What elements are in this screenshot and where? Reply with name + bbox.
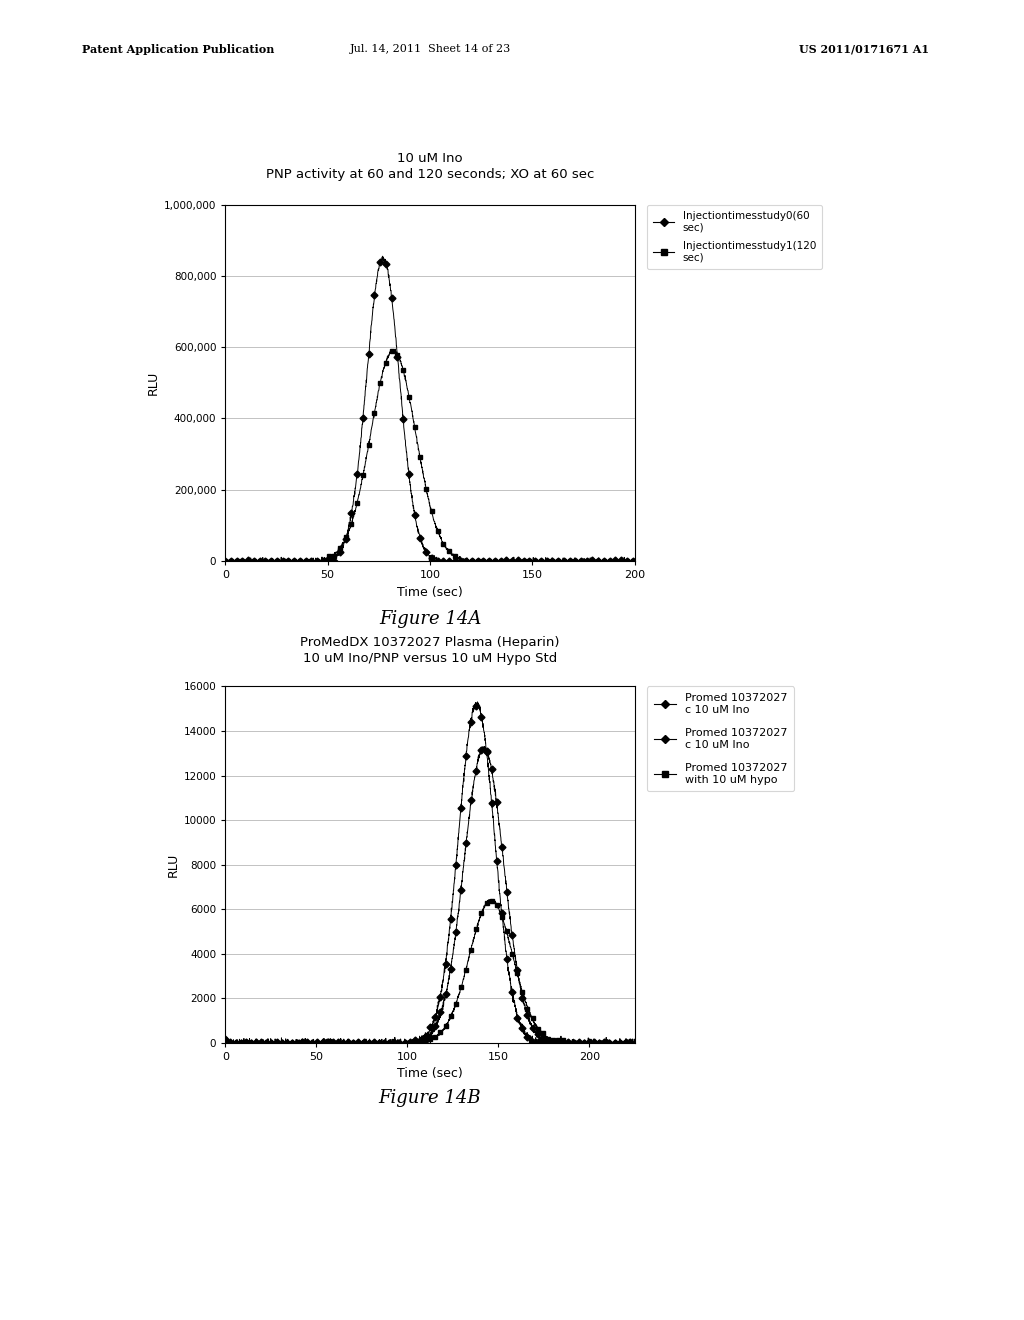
Text: Figure 14B: Figure 14B bbox=[379, 1089, 481, 1107]
Legend: Promed 10372027
c 10 uM Ino, Promed 10372027
c 10 uM Ino, Promed 10372027
with 1: Promed 10372027 c 10 uM Ino, Promed 1037… bbox=[647, 686, 795, 791]
Y-axis label: RLU: RLU bbox=[166, 853, 179, 876]
Y-axis label: RLU: RLU bbox=[146, 371, 160, 395]
Text: Patent Application Publication: Patent Application Publication bbox=[82, 44, 274, 54]
Text: US 2011/0171671 A1: US 2011/0171671 A1 bbox=[799, 44, 929, 54]
Text: Jul. 14, 2011  Sheet 14 of 23: Jul. 14, 2011 Sheet 14 of 23 bbox=[349, 44, 511, 54]
Text: PNP activity at 60 and 120 seconds; XO at 60 sec: PNP activity at 60 and 120 seconds; XO a… bbox=[266, 168, 594, 181]
Legend: Injectiontimesstudy0(60
sec), Injectiontimesstudy1(120
sec): Injectiontimesstudy0(60 sec), Injectiont… bbox=[647, 205, 822, 269]
Text: 10 uM Ino/PNP versus 10 uM Hypo Std: 10 uM Ino/PNP versus 10 uM Hypo Std bbox=[303, 652, 557, 665]
X-axis label: Time (sec): Time (sec) bbox=[397, 1068, 463, 1080]
Text: 10 uM Ino: 10 uM Ino bbox=[397, 152, 463, 165]
Text: Figure 14A: Figure 14A bbox=[379, 610, 481, 628]
X-axis label: Time (sec): Time (sec) bbox=[397, 586, 463, 598]
Text: ProMedDX 10372027 Plasma (Heparin): ProMedDX 10372027 Plasma (Heparin) bbox=[300, 636, 560, 649]
